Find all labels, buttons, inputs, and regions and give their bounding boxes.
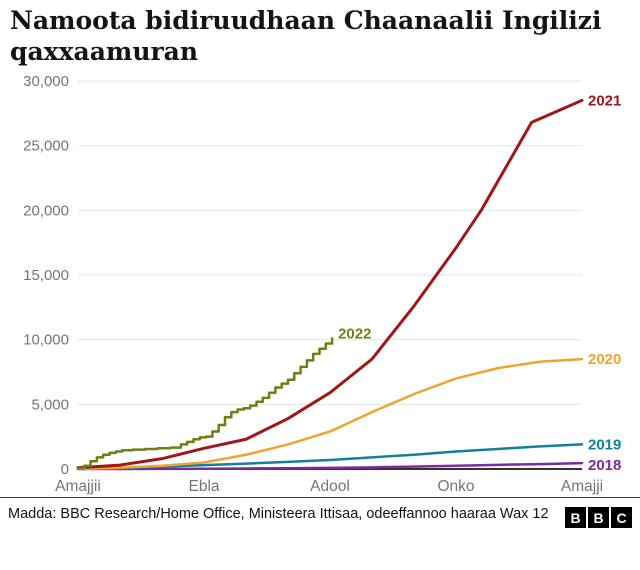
header: Namoota bidiruudhaan Chaanaalii Ingilizi… — [0, 0, 640, 67]
y-tick-label: 25,000 — [23, 138, 69, 155]
footer: Madda: BBC Research/Home Office, Ministe… — [0, 497, 640, 528]
y-tick-label: 5,000 — [31, 396, 69, 413]
series-line-2021 — [76, 98, 584, 470]
bbc-logo: B B C — [565, 505, 632, 528]
page-title: Namoota bidiruudhaan Chaanaalii Ingilizi… — [10, 6, 602, 66]
series-line-2022 — [76, 337, 334, 470]
source-attribution: Madda: BBC Research/Home Office, Ministe… — [8, 506, 549, 522]
y-tick-label: 0 — [61, 461, 69, 478]
x-tick-label: Onko — [437, 478, 474, 495]
series-label-2022: 2022 — [338, 325, 371, 342]
series-label-2018: 2018 — [588, 457, 621, 474]
x-tick-label: Amajji — [561, 478, 603, 495]
line-chart: 0 5,000 10,000 15,000 20,000 25,000 30,000 Amaj… — [23, 73, 621, 495]
bbc-logo-block: B — [588, 507, 609, 528]
y-tick-label: 10,000 — [23, 332, 69, 349]
series-label-2019: 2019 — [588, 436, 621, 453]
bbc-logo-block: B — [565, 507, 586, 528]
series-label-2021: 2021 — [588, 92, 621, 109]
series-line-2020 — [76, 357, 584, 471]
x-tick-label: Amajjii — [55, 478, 101, 495]
bbc-logo-block: C — [611, 507, 632, 528]
x-tick-label: Adool — [310, 478, 350, 495]
y-tick-label: 15,000 — [23, 267, 69, 284]
series-line-2018 — [76, 461, 584, 471]
chart-area: 0 5,000 10,000 15,000 20,000 25,000 30,000 Amaj… — [0, 67, 640, 497]
series-label-2020: 2020 — [588, 351, 621, 368]
y-tick-label: 20,000 — [23, 202, 69, 219]
x-tick-label: Ebla — [188, 478, 219, 495]
y-tick-label: 30,000 — [23, 73, 69, 90]
